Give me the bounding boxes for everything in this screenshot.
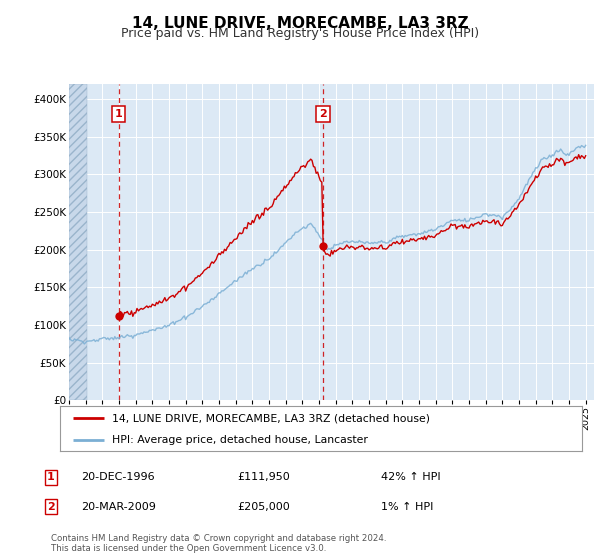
Text: Contains HM Land Registry data © Crown copyright and database right 2024.
This d: Contains HM Land Registry data © Crown c…	[51, 534, 386, 553]
Text: 2: 2	[319, 109, 326, 119]
Text: Price paid vs. HM Land Registry's House Price Index (HPI): Price paid vs. HM Land Registry's House …	[121, 27, 479, 40]
Text: 20-MAR-2009: 20-MAR-2009	[81, 502, 156, 512]
Text: 20-DEC-1996: 20-DEC-1996	[81, 472, 155, 482]
Text: 14, LUNE DRIVE, MORECAMBE, LA3 3RZ: 14, LUNE DRIVE, MORECAMBE, LA3 3RZ	[131, 16, 469, 31]
Text: 2: 2	[47, 502, 55, 512]
Text: 1: 1	[115, 109, 122, 119]
Text: 42% ↑ HPI: 42% ↑ HPI	[381, 472, 440, 482]
Text: £111,950: £111,950	[237, 472, 290, 482]
Text: HPI: Average price, detached house, Lancaster: HPI: Average price, detached house, Lanc…	[112, 435, 368, 445]
Text: 1% ↑ HPI: 1% ↑ HPI	[381, 502, 433, 512]
Text: £205,000: £205,000	[237, 502, 290, 512]
Bar	[69, 84, 88, 400]
Text: 1: 1	[47, 472, 55, 482]
Text: 14, LUNE DRIVE, MORECAMBE, LA3 3RZ (detached house): 14, LUNE DRIVE, MORECAMBE, LA3 3RZ (deta…	[112, 413, 430, 423]
